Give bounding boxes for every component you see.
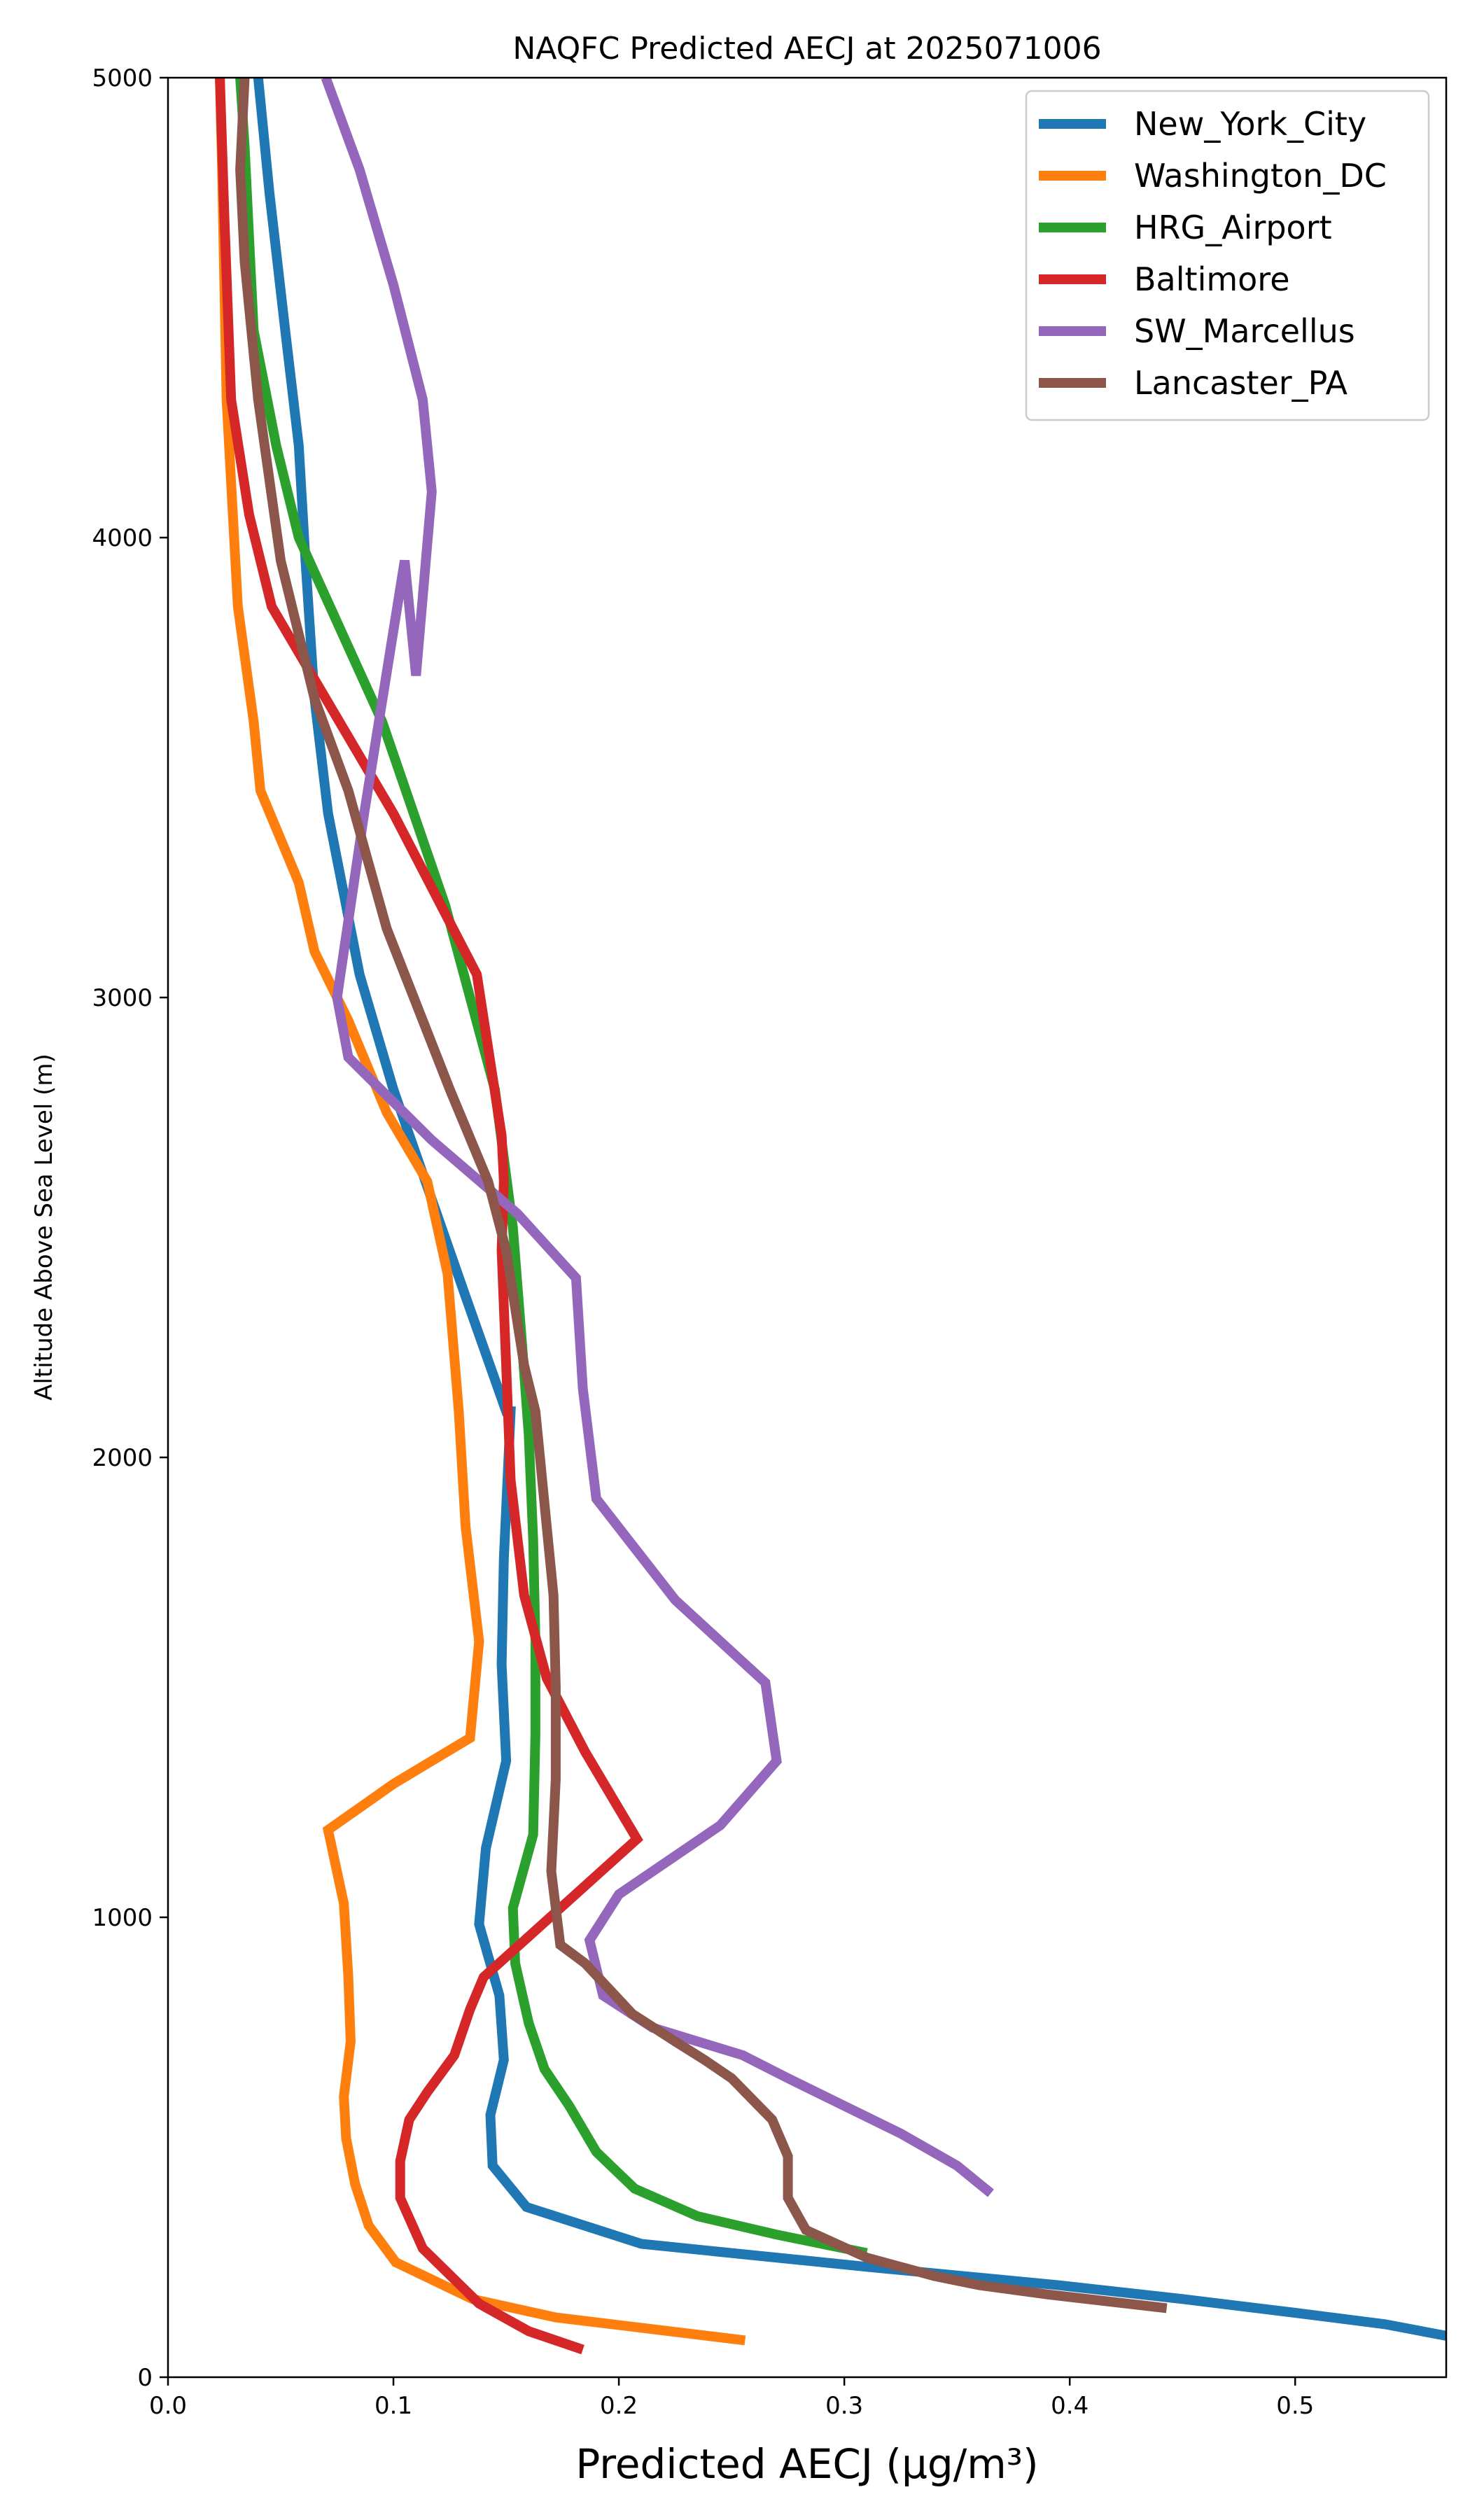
legend-label-baltimore: Baltimore bbox=[1134, 260, 1290, 298]
plot-area bbox=[215, 78, 1446, 2355]
x-tick-label: 0.2 bbox=[600, 2392, 638, 2420]
series-line-sw-marcellus bbox=[321, 78, 994, 2197]
legend-label-washington-dc: Washington_DC bbox=[1134, 157, 1387, 195]
y-tick-label: 0 bbox=[137, 2364, 153, 2392]
chart-title: NAQFC Predicted AECJ at 2025071006 bbox=[512, 31, 1101, 66]
y-tick-label: 5000 bbox=[92, 64, 153, 92]
y-tick-label: 3000 bbox=[92, 984, 153, 1012]
legend-label-sw-marcellus: SW_Marcellus bbox=[1134, 312, 1355, 350]
y-tick-label: 4000 bbox=[92, 524, 153, 552]
series-line-lancaster-pa bbox=[235, 78, 1168, 2314]
x-axis-label: Predicted AECJ (μg/m³) bbox=[575, 2440, 1038, 2488]
series-lines bbox=[215, 78, 1446, 2355]
series-line-hrg-airport bbox=[235, 78, 868, 2258]
legend-frame bbox=[1025, 90, 1430, 421]
x-tick-label: 0.5 bbox=[1276, 2392, 1314, 2420]
y-axis-label: Altitude Above Sea Level (m) bbox=[30, 1054, 58, 1401]
axis-ticks: 0.0 0.1 0.2 0.3 0.4 0.5 0 1000 2000 3000 4000 5000 bbox=[92, 64, 1314, 2420]
legend-label-lancaster-pa: Lancaster_PA bbox=[1134, 364, 1348, 402]
x-tick-label: 0.4 bbox=[1051, 2392, 1088, 2420]
series-line-washington-dc bbox=[215, 78, 746, 2346]
plot-frame bbox=[167, 76, 1448, 2379]
y-tick-label: 1000 bbox=[92, 1904, 153, 1932]
legend: New_York_City Washington_DC HRG_Airport Bal… bbox=[1025, 90, 1430, 421]
x-tick-label: 0.0 bbox=[149, 2392, 187, 2420]
y-tick-label: 2000 bbox=[92, 1444, 153, 1472]
legend-label-new-york-city: New_York_City bbox=[1134, 105, 1366, 143]
x-tick-label: 0.3 bbox=[825, 2392, 863, 2420]
x-tick-label: 0.1 bbox=[374, 2392, 412, 2420]
legend-label-hrg-airport: HRG_Airport bbox=[1134, 209, 1332, 246]
